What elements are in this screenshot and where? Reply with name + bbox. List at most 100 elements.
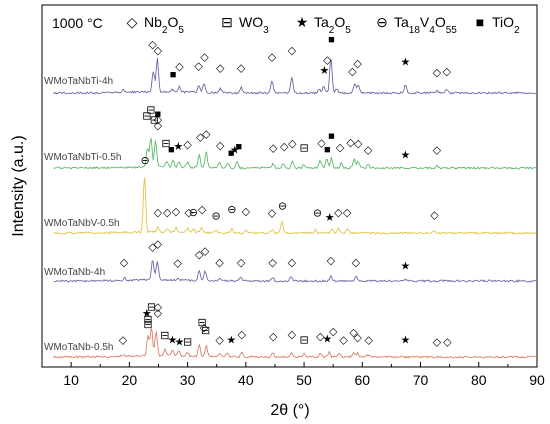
phase-marker-nb2o5: ◇ <box>202 129 211 141</box>
phase-marker-nb2o5: ◇ <box>154 302 163 314</box>
phase-marker-nb2o5: ◇ <box>353 332 362 344</box>
series-label: WMoTaNbTi-0.5h <box>44 152 121 163</box>
phase-marker-nb2o5: ◇ <box>175 61 184 73</box>
phase-marker-nb2o5: ◇ <box>120 257 129 269</box>
x-tick-label: 80 <box>471 372 487 388</box>
phase-marker-nb2o5: ◇ <box>329 326 338 338</box>
legend: ◇ Nb2O5 ⊟ WO3 ★ Ta2O5 ⊖ Ta18V4O55 ■ TiO2 <box>127 14 520 36</box>
legend-symbol: ■ <box>476 14 484 30</box>
phase-marker-nb2o5: ◇ <box>280 141 289 153</box>
phase-marker-nb2o5: ◇ <box>443 66 452 78</box>
legend-item-tio2: ■ TiO2 <box>476 14 520 36</box>
phase-marker-ta2o5: ★ <box>142 308 152 320</box>
legend-symbol: ⊖ <box>376 14 388 30</box>
phase-marker-nb2o5: ◇ <box>183 139 192 151</box>
x-tick-label: 60 <box>355 372 371 388</box>
phase-marker-nb2o5: ◇ <box>268 52 277 64</box>
phase-marker-nb2o5: ◇ <box>288 138 297 150</box>
legend-symbol: ★ <box>296 14 309 30</box>
phase-marker-nb2o5: ◇ <box>200 322 209 334</box>
series-layer: WMoTaNbTi-4h◇◇■◇ ◇◇◇ ◇◇◇★◇■◇◇ ★◇ ◇WMoTaNbTi-… <box>44 34 537 359</box>
phase-marker-nb2o5: ◇ <box>195 249 204 261</box>
phase-marker-ta18v4o55: ⊖ <box>278 200 287 212</box>
phase-marker-nb2o5: ◇ <box>201 245 210 257</box>
series-trace <box>53 259 536 283</box>
series-label: WMoTaNbV-0.5h <box>44 218 120 229</box>
phase-marker-nb2o5: ◇ <box>194 60 203 72</box>
phase-marker-wo3: ⊟ <box>143 314 152 326</box>
phase-marker-nb2o5: ◇ <box>154 308 163 320</box>
x-tick-label: 40 <box>238 372 254 388</box>
phase-marker-nb2o5: ◇ <box>216 140 225 152</box>
phase-marker-wo3: ⊟ <box>146 105 155 117</box>
legend-item-nb2o5: ◇ Nb2O5 <box>127 14 185 36</box>
phase-marker-nb2o5: ◇ <box>269 331 278 343</box>
phase-marker-wo3: ⊟ <box>161 138 170 150</box>
legend-symbol: ⊟ <box>221 14 233 30</box>
phase-marker-wo3: ⊟ <box>198 317 207 329</box>
phase-marker-wo3: ⊟ <box>150 115 159 127</box>
series-WMoTaNb-4h: WMoTaNb-4h◇◇◇◇◇◇◇ ◇ ◇ ◇ ◇ ◇ ★ <box>44 239 536 283</box>
phase-marker-nb2o5: ◇ <box>154 239 163 251</box>
series-WMoTaNbV-0.5h: WMoTaNbV-0.5h⊖◇ ◇ ◇ ◇⊖ ◇⊖⊖ ◇ ◇⊖⊖ ★ ◇ ◇ ◇ <box>44 155 536 235</box>
phase-marker-nb2o5: ◇ <box>353 58 362 70</box>
phase-marker-nb2o5: ◇ <box>154 114 163 126</box>
phase-marker-ta2o5: ★ <box>174 337 184 349</box>
phase-marker-nb2o5: ◇ <box>237 257 246 269</box>
phase-marker-nb2o5: ◇ <box>316 331 325 343</box>
phase-marker-nb2o5: ◇ <box>163 207 172 219</box>
phase-marker-wo3: ⊟ <box>143 319 152 331</box>
phase-marker-nb2o5: ◇ <box>288 329 297 341</box>
phase-marker-nb2o5: ◇ <box>288 45 297 57</box>
phase-marker-nb2o5: ◇ <box>430 210 439 222</box>
phase-marker-ta18v4o55: ⊖ <box>227 204 236 216</box>
series-label: WMoTaNbTi-4h <box>44 76 113 87</box>
x-tick-label: 30 <box>180 372 196 388</box>
phase-marker-ta2o5: ★ <box>400 150 410 162</box>
phase-marker-nb2o5: ◇ <box>242 206 251 218</box>
phase-marker-ta2o5: ★ <box>400 261 410 273</box>
phase-marker-wo3: ⊟ <box>147 302 156 314</box>
phase-marker-nb2o5: ◇ <box>433 337 442 349</box>
phase-marker-nb2o5: ◇ <box>268 257 277 269</box>
phase-marker-nb2o5: ◇ <box>200 52 209 64</box>
phase-marker-nb2o5: ◇ <box>364 145 373 157</box>
phase-marker-nb2o5: ◇ <box>364 335 373 347</box>
phase-marker-ta18v4o55: ⊖ <box>140 155 149 167</box>
phase-marker-nb2o5: ◇ <box>354 138 363 150</box>
phase-marker-nb2o5: ◇ <box>215 257 224 269</box>
phase-marker-wo3: ⊟ <box>201 325 210 337</box>
phase-marker-nb2o5: ◇ <box>323 54 332 66</box>
series-trace <box>53 328 537 359</box>
phase-marker-nb2o5: ◇ <box>154 120 163 132</box>
phase-marker-nb2o5: ◇ <box>215 335 224 347</box>
phase-marker-nb2o5: ◇ <box>339 335 348 347</box>
phase-marker-nb2o5: ◇ <box>196 132 205 144</box>
x-axis-title: 2θ (°) <box>270 402 309 419</box>
phase-marker-nb2o5: ◇ <box>185 207 194 219</box>
plot-frame <box>41 4 538 368</box>
series-WMoTaNb-0.5h: WMoTaNb-0.5h◇★⊟⊟⊟◇◇⊟★★⊟⊟◇⊟◇ ★ ◇ ◇ ◇ ⊟ ◇★◇◇◇◇ ◇ ★… <box>44 302 537 359</box>
phase-marker-ta2o5: ★ <box>173 141 183 153</box>
phase-marker-tio2: ■ <box>328 34 335 46</box>
legend-label: Ta18V4O55 <box>394 14 457 36</box>
phase-marker-nb2o5: ◇ <box>443 337 452 349</box>
x-tick-label: 50 <box>296 372 312 388</box>
series-trace <box>53 57 537 95</box>
legend-label: Ta2O5 <box>314 14 351 36</box>
x-tick-label: 70 <box>413 372 429 388</box>
phase-marker-nb2o5: ◇ <box>346 137 355 149</box>
phase-marker-nb2o5: ◇ <box>216 62 225 74</box>
phase-marker-nb2o5: ◇ <box>433 145 442 157</box>
phase-marker-ta2o5: ★ <box>325 212 335 224</box>
legend-item-ta18v4o55: ⊖ Ta18V4O55 <box>376 14 457 36</box>
phase-marker-tio2: ■ <box>236 141 243 153</box>
phase-marker-nb2o5: ◇ <box>173 258 182 270</box>
phase-marker-tio2: ■ <box>170 69 177 81</box>
phase-marker-ta2o5: ★ <box>322 334 332 346</box>
series-label: WMoTaNb-0.5h <box>44 342 113 353</box>
phase-marker-ta2o5: ★ <box>320 65 330 77</box>
legend-label: WO3 <box>239 14 269 36</box>
phase-marker-nb2o5: ◇ <box>237 62 246 74</box>
